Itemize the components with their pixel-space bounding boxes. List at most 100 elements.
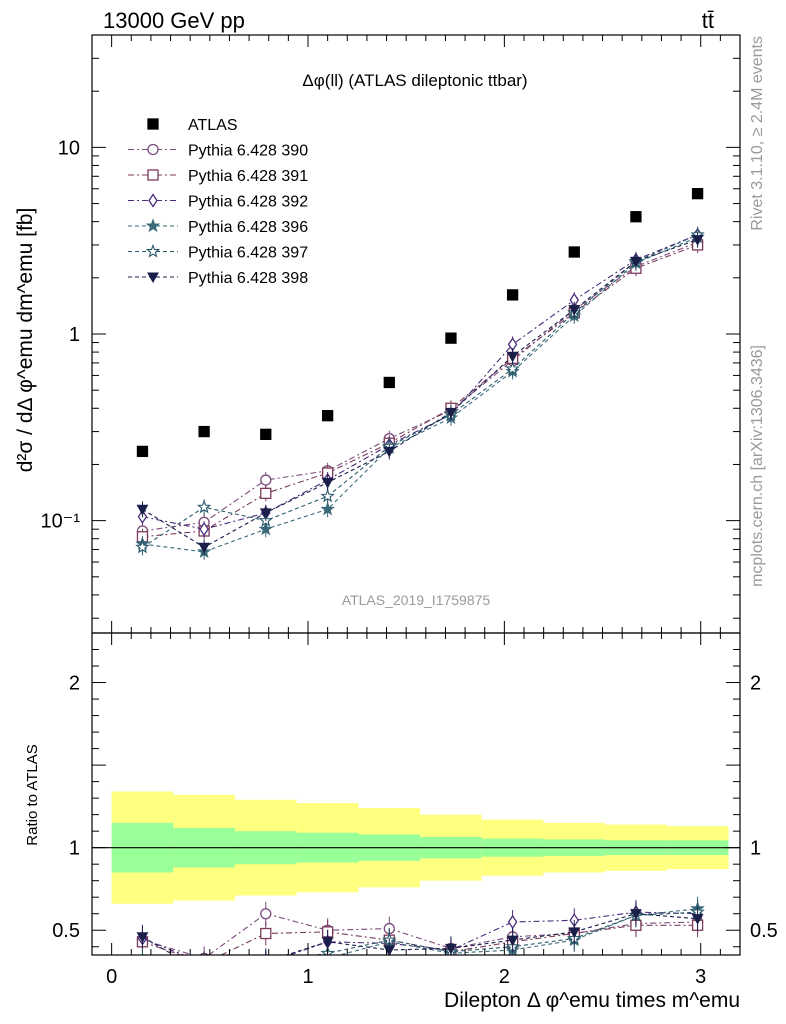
- series-line-5: [142, 239, 698, 548]
- ratio-point: [198, 969, 209, 980]
- legend-entry: Pythia 6.428 390: [128, 143, 308, 160]
- legend-entry: Pythia 6.428 397: [128, 243, 308, 262]
- process-label: tt̄: [702, 8, 714, 33]
- legend-label: Pythia 6.428 396: [188, 219, 308, 236]
- ratio-line-0: [142, 913, 698, 955]
- ratio-point: [136, 932, 149, 943]
- axis-ticks: [92, 34, 741, 955]
- series-point: [320, 501, 335, 516]
- series-point: [568, 305, 581, 316]
- x-tick-label: 3: [695, 966, 706, 988]
- x-tick-label: 1: [302, 966, 313, 988]
- y-axis-label-ratio: Ratio to ATLAS: [24, 744, 41, 845]
- ratio-line-2: [142, 911, 698, 955]
- main-panel-series: [135, 187, 705, 560]
- ratio-point: [568, 927, 581, 939]
- series-point: [320, 488, 335, 503]
- legend-marker: [147, 118, 159, 130]
- data-point: [321, 410, 334, 422]
- series-point: [505, 361, 520, 376]
- series-point: [260, 474, 272, 486]
- series-line-1: [142, 244, 698, 538]
- legend-marker: [147, 169, 159, 181]
- data-point: [691, 187, 704, 200]
- ratio-point: [383, 945, 396, 955]
- series-point: [136, 504, 149, 516]
- data-point: [630, 211, 642, 223]
- y-tick-label-main: 10: [58, 137, 80, 159]
- ratio-uncertainty-bands: [92, 791, 740, 904]
- series-point: [445, 407, 457, 419]
- legend-label: Pythia 6.428 397: [188, 245, 308, 262]
- y-tick-label-ratio: 0.5: [52, 920, 80, 942]
- series-line-2: [142, 234, 698, 530]
- legend-entry: Pythia 6.428 398: [128, 270, 308, 287]
- ratio-point: [506, 935, 519, 947]
- ratio-panel-series: [136, 896, 705, 980]
- legend-entry: Pythia 6.428 392: [128, 193, 308, 211]
- series-point: [135, 539, 150, 554]
- chart-title: Δφ(ll) (ATLAS dileptonic ttbar): [302, 71, 527, 90]
- y-tick-label-ratio-right: 1: [750, 838, 761, 860]
- legend-marker: [147, 143, 159, 156]
- series-line-4: [142, 234, 698, 548]
- data-point: [445, 332, 457, 344]
- ratio-point: [629, 909, 642, 920]
- series-point: [198, 542, 211, 554]
- analysis-id-label: ATLAS_2019_I1759875: [342, 592, 491, 608]
- data-point: [198, 425, 210, 438]
- legend-label: Pythia 6.428 392: [188, 194, 308, 211]
- legend-marker: [148, 193, 158, 208]
- ratio-point: [199, 969, 209, 978]
- rivet-version-label: Rivet 3.1.10, ≥ 2.4M events: [749, 36, 766, 231]
- legend-marker: [145, 243, 161, 258]
- y-tick-label-ratio-right: 2: [750, 673, 761, 695]
- x-tick-label: 0: [106, 966, 117, 988]
- series-point: [196, 499, 212, 514]
- data-point: [260, 428, 272, 440]
- ratio-point: [199, 958, 209, 968]
- ratio-point: [262, 957, 270, 969]
- legend-entry: ATLAS: [147, 117, 238, 134]
- series-point: [199, 522, 209, 537]
- ratio-point: [260, 927, 272, 940]
- ratio-point: [507, 914, 518, 930]
- ratio-point: [445, 943, 457, 955]
- ratio-line-3: [337, 908, 698, 955]
- data-point: [136, 445, 149, 458]
- ratio-panel-frame: [91, 632, 741, 956]
- ratio-point: [321, 937, 334, 948]
- y-axis-label-main: d²σ / dΔ φ^emu dm^emu [fb]: [14, 208, 37, 473]
- series-point: [629, 256, 642, 268]
- legend: ATLAS Pythia 6.428 390 Pythia 6.428 391 Pyt…: [128, 117, 308, 287]
- legend-label: Pythia 6.428 390: [188, 143, 308, 160]
- series-line-3: [142, 236, 698, 553]
- legend-label: Pythia 6.428 391: [188, 168, 308, 185]
- ratio-point: [142, 954, 143, 955]
- legend-label: ATLAS: [188, 117, 238, 134]
- data-point: [383, 376, 395, 389]
- ratio-point: [261, 958, 271, 967]
- legend-label: Pythia 6.428 398: [188, 270, 308, 287]
- ratio-point: [260, 908, 272, 920]
- series-point: [321, 477, 334, 489]
- legend-marker: [147, 272, 159, 284]
- ratio-point: [691, 914, 704, 925]
- legend-entry: Pythia 6.428 391: [128, 168, 308, 185]
- y-tick-label-main: 1: [69, 324, 80, 346]
- mcplots-label: mcplots.cern.ch [arXiv:1306.3436]: [749, 345, 766, 587]
- ratio-line-4: [313, 911, 698, 955]
- x-tick-label: 2: [499, 966, 510, 988]
- axis-tick-labels: 0 1 2 3 10⁻¹ 1 10 0.5 0.5 1 1 2 2: [41, 137, 778, 988]
- ratio-line-5: [142, 913, 698, 955]
- y-tick-label-ratio: 1: [69, 838, 80, 860]
- series-point: [383, 446, 396, 458]
- legend-entry: Pythia 6.428 396: [128, 218, 308, 236]
- series-point: [691, 235, 704, 246]
- ratio-point: [260, 957, 271, 968]
- y-tick-label-ratio: 2: [69, 673, 80, 695]
- series-point: [506, 351, 519, 363]
- ratio-point: [198, 957, 209, 968]
- ratio-line-1: [142, 924, 698, 955]
